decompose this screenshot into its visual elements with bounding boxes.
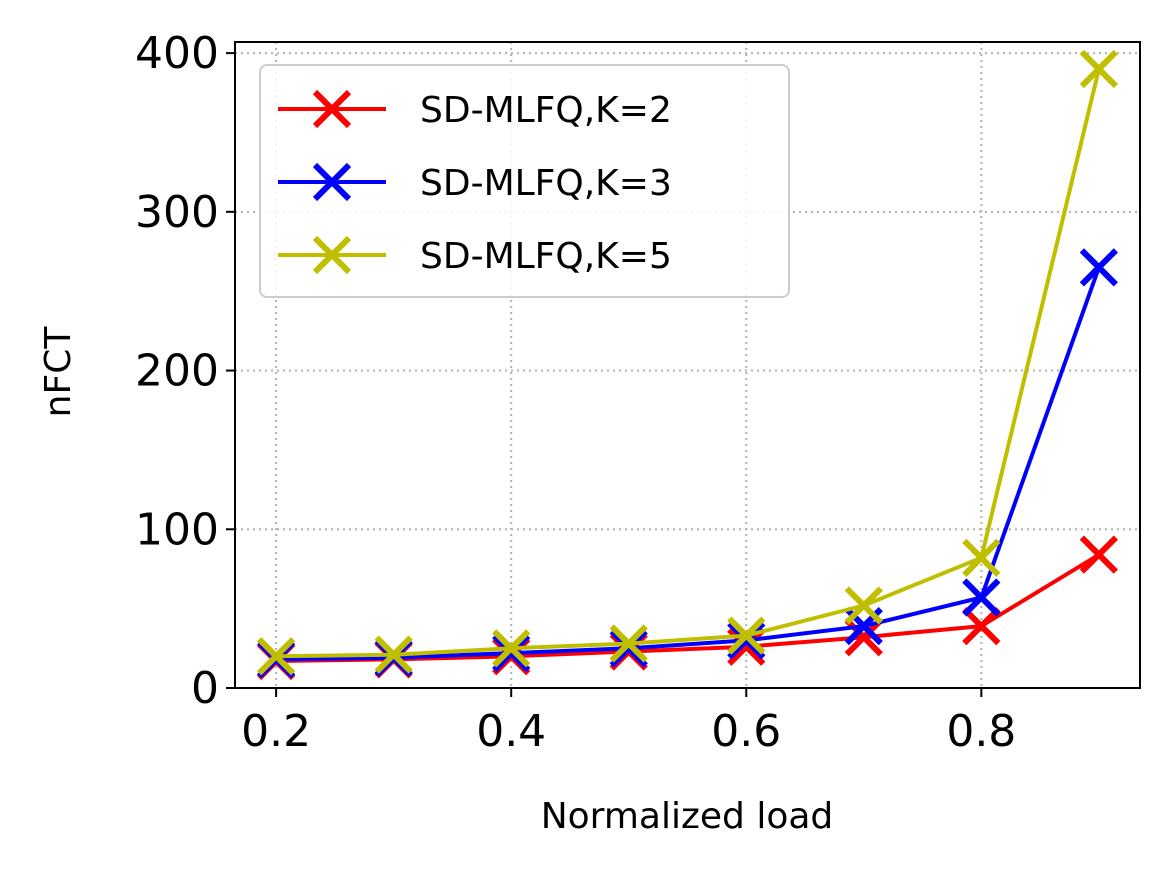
data-point-marker xyxy=(844,586,883,625)
series-3 xyxy=(257,49,1118,676)
x-axis-label: Normalized load xyxy=(541,796,834,837)
legend-item: SD-MLFQ,K=5 xyxy=(278,235,672,277)
legend-label: SD-MLFQ,K=3 xyxy=(420,163,672,204)
legend-item: SD-MLFQ,K=2 xyxy=(278,89,672,131)
data-point-marker xyxy=(1079,535,1118,574)
x-tick-label: 0.2 xyxy=(241,706,311,757)
y-tick-label: 200 xyxy=(135,346,219,397)
data-point-marker xyxy=(257,637,296,676)
data-point-marker xyxy=(962,578,1001,617)
plot-frame xyxy=(234,41,1141,689)
y-tick-label: 0 xyxy=(191,663,219,714)
series-line xyxy=(276,266,1101,662)
data-point-marker xyxy=(962,606,1001,646)
ticks: 0.2 0.4 0.6 0.8 0 100 200 300 400 xyxy=(135,28,1016,757)
data-point-marker xyxy=(374,635,413,674)
y-tick-label: 300 xyxy=(135,187,219,238)
y-tick-label: 400 xyxy=(135,28,219,79)
series-layer xyxy=(257,49,1118,681)
data-point-marker xyxy=(492,633,531,673)
data-point-marker xyxy=(727,616,766,655)
legend-item: SD-MLFQ,K=3 xyxy=(278,162,672,204)
legend-marker xyxy=(312,235,352,275)
y-tick-label: 100 xyxy=(135,504,219,555)
y-axis-label: nFCT xyxy=(38,326,79,418)
data-point-marker xyxy=(609,629,648,668)
data-point-marker xyxy=(727,621,766,660)
legend-marker xyxy=(312,162,352,202)
series-line xyxy=(276,68,1101,659)
data-point-marker xyxy=(1079,49,1118,89)
data-point-marker xyxy=(962,538,1001,577)
x-tick-label: 0.4 xyxy=(476,706,546,757)
legend-box xyxy=(259,64,790,298)
data-point-marker xyxy=(609,624,648,663)
legend-label: SD-MLFQ,K=2 xyxy=(420,90,672,131)
data-point-marker xyxy=(492,629,531,668)
legend: SD-MLFQ,K=2 SD-MLFQ,K=3 SD-MLFQ,K=5 xyxy=(259,64,790,298)
x-tick-label: 0.6 xyxy=(711,706,781,757)
x-tick-label: 0.8 xyxy=(946,706,1016,757)
legend-label: SD-MLFQ,K=5 xyxy=(420,236,672,277)
legend-marker xyxy=(312,89,352,129)
data-point-marker xyxy=(1079,248,1118,287)
